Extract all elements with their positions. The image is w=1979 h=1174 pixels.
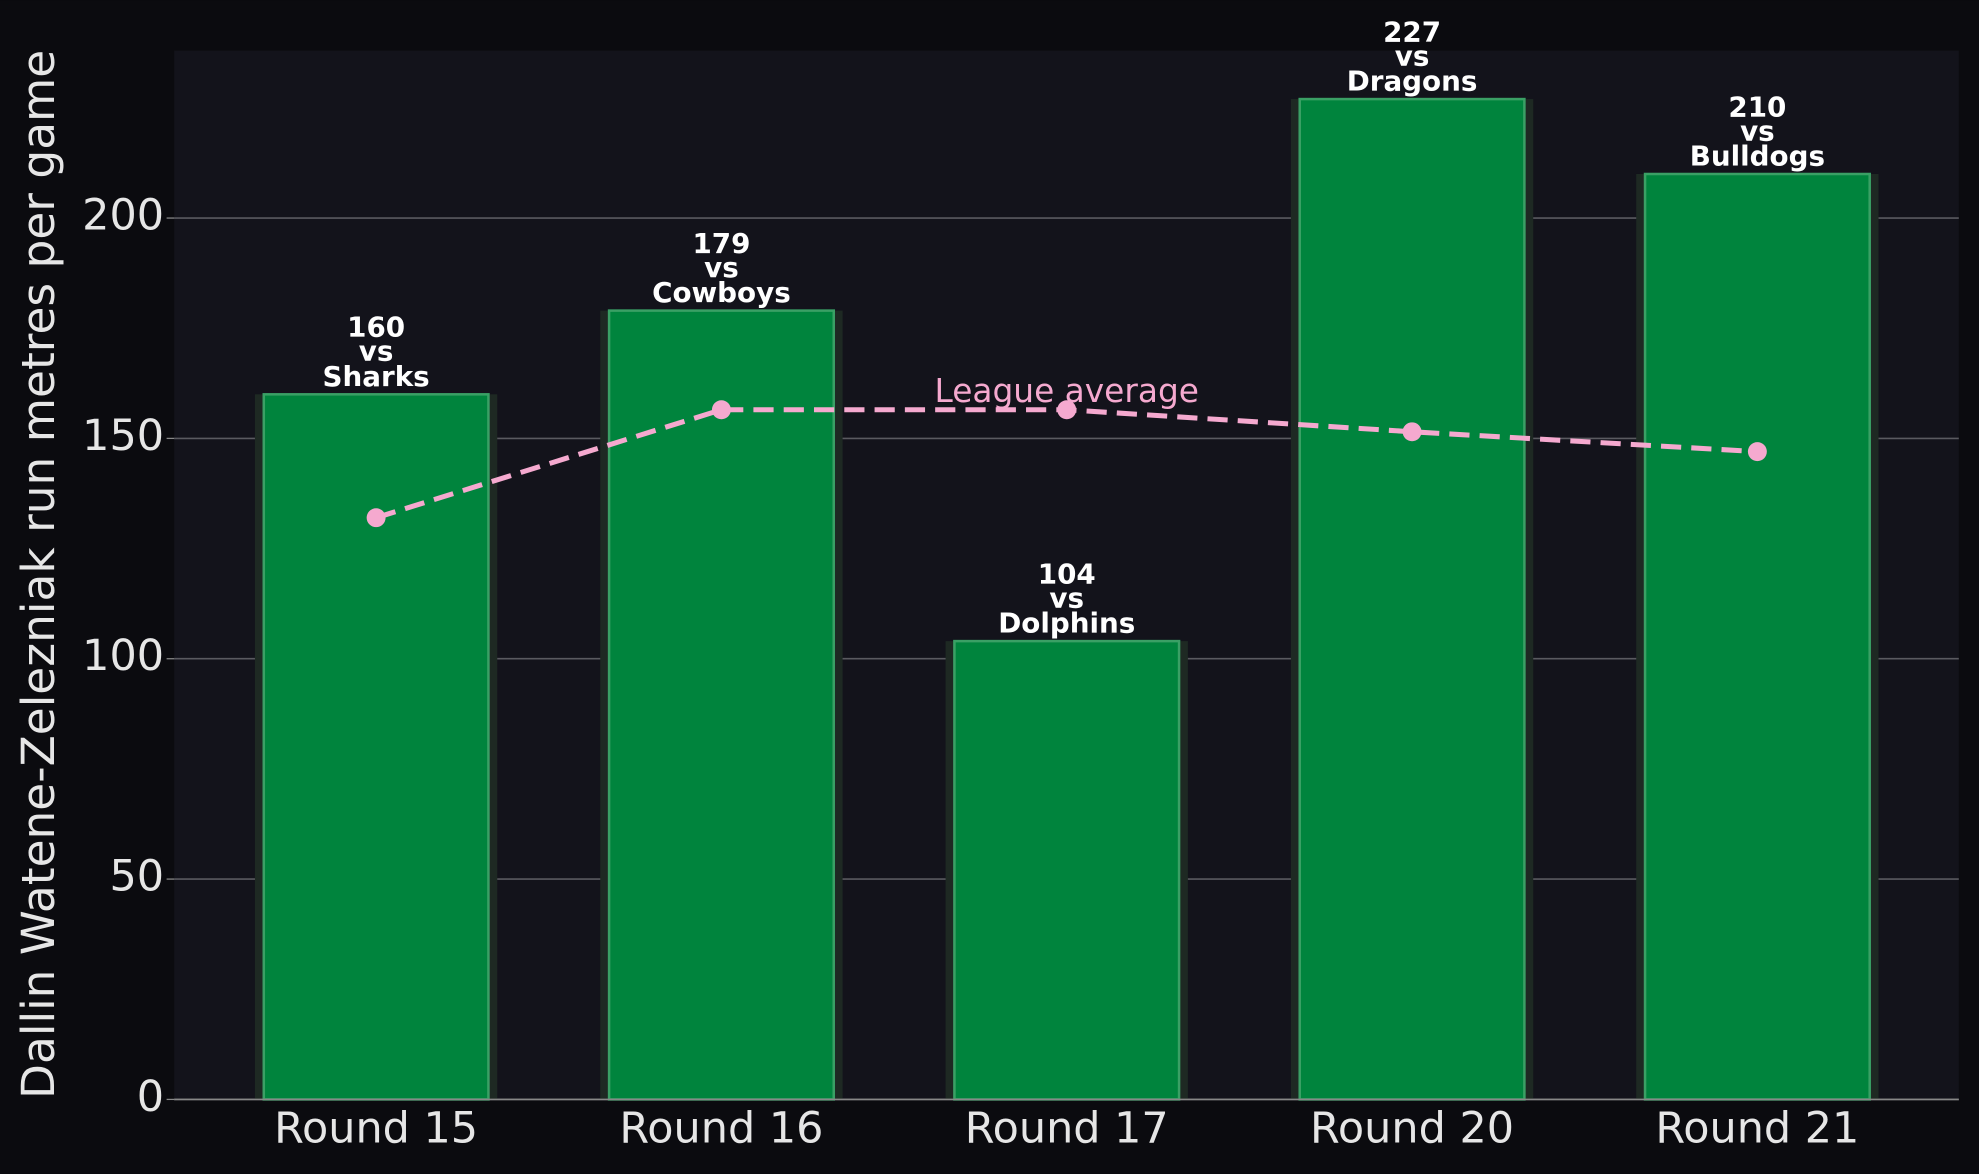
x-tick-label: Round 17 — [965, 1103, 1169, 1153]
y-tick-label: 0 — [137, 1072, 164, 1122]
bar — [607, 309, 836, 1101]
y-tick-label: 100 — [82, 631, 164, 681]
line-point — [711, 400, 731, 420]
opponent-label: Sharks — [323, 360, 430, 393]
y-tick-label: 200 — [82, 191, 164, 241]
x-tick-label: Round 20 — [1310, 1103, 1514, 1153]
value-label: 179 — [692, 227, 750, 260]
x-tick-label: Round 16 — [619, 1103, 823, 1153]
line-point — [1057, 400, 1077, 420]
x-tick-label: Round 15 — [274, 1103, 478, 1153]
opponent-label: Bulldogs — [1690, 140, 1825, 173]
vs-label: vs — [704, 251, 739, 284]
x-tick-label: Round 21 — [1655, 1103, 1859, 1153]
bar — [262, 393, 490, 1101]
value-label: 227 — [1383, 15, 1441, 48]
value-label: 104 — [1038, 557, 1096, 590]
value-label: 210 — [1728, 90, 1786, 123]
y-tick-label: 150 — [82, 411, 164, 461]
line-point — [1747, 442, 1767, 462]
vs-label: vs — [1049, 581, 1084, 614]
line-point — [1402, 422, 1422, 442]
opponent-label: Cowboys — [652, 276, 791, 309]
line-label: League average — [935, 372, 1199, 410]
vs-label: vs — [1395, 39, 1430, 72]
vs-label: vs — [359, 335, 394, 368]
opponent-label: Dolphins — [998, 607, 1135, 640]
value-label: 160 — [347, 311, 405, 344]
line-point — [366, 508, 386, 528]
vs-label: vs — [1740, 114, 1775, 147]
bar — [953, 639, 1181, 1101]
bar — [1298, 97, 1526, 1101]
y-axis-label: Dallin Watene-Zelezniak run metres per g… — [12, 50, 65, 1099]
bar — [1643, 172, 1871, 1101]
y-tick-label: 50 — [109, 852, 164, 902]
opponent-label: Dragons — [1347, 65, 1478, 98]
